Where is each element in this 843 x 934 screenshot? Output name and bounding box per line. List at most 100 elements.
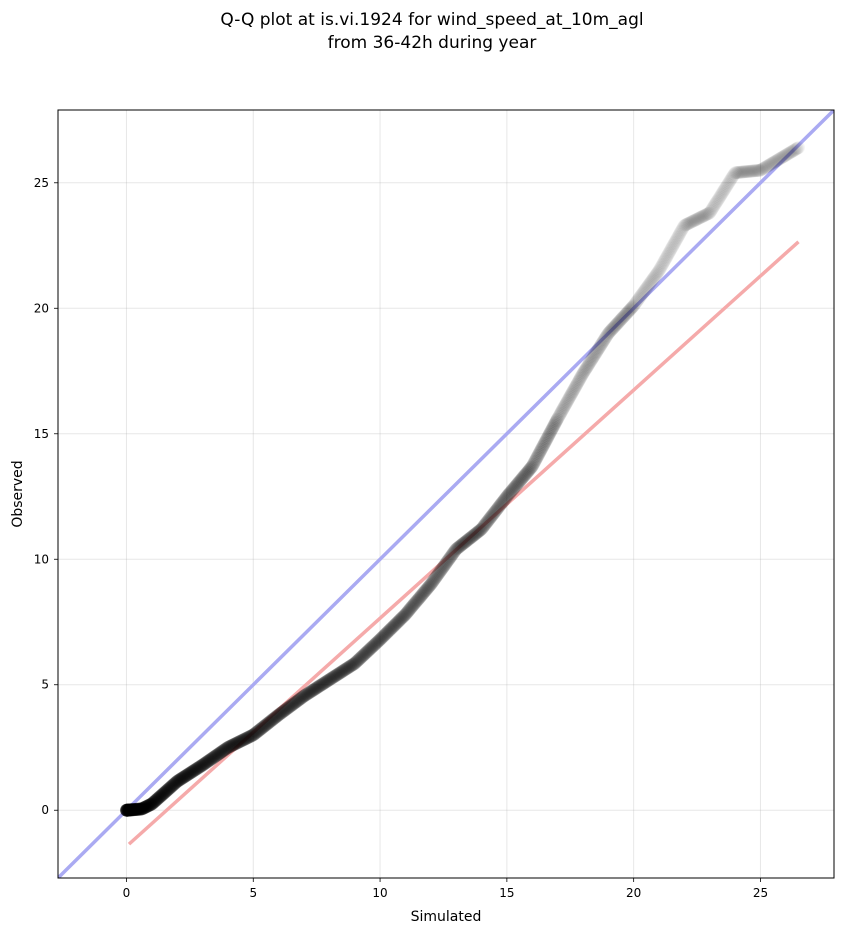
data-point (225, 738, 239, 752)
data-point (749, 164, 763, 178)
data-point (728, 166, 742, 180)
data-point (459, 535, 473, 549)
data-point (307, 683, 321, 697)
data-point (318, 675, 332, 689)
data-point (756, 162, 770, 176)
data-point (632, 291, 646, 305)
data-point (136, 801, 150, 815)
data-point (631, 292, 645, 306)
data-point (310, 680, 324, 694)
data-point (230, 736, 243, 750)
data-point (306, 683, 320, 697)
data-point (129, 802, 143, 816)
data-point (709, 196, 723, 210)
data-point (724, 173, 738, 187)
data-point (755, 162, 769, 176)
data-point (168, 777, 182, 790)
data-point (650, 267, 663, 281)
data-point (432, 566, 446, 580)
data-point (139, 800, 153, 814)
data-point (600, 329, 614, 343)
reference-lines (58, 110, 834, 878)
data-point (393, 613, 407, 627)
data-point (389, 617, 403, 631)
data-point (246, 728, 260, 742)
data-point (700, 207, 714, 221)
data-point (640, 280, 654, 294)
y-tick-label: 5 (41, 678, 49, 692)
data-point (540, 432, 554, 446)
data-point (122, 803, 136, 817)
data-point (190, 762, 204, 776)
data-point (437, 559, 451, 573)
data-point (183, 766, 197, 780)
data-point (122, 803, 136, 817)
data-point (672, 229, 685, 243)
data-point (197, 757, 211, 771)
data-point (789, 142, 803, 156)
data-point (296, 690, 309, 704)
data-point (229, 737, 243, 750)
data-point (211, 748, 225, 762)
data-point (777, 149, 791, 163)
data-point (347, 657, 361, 671)
data-point (753, 163, 767, 177)
data-point (478, 517, 492, 531)
data-point (218, 742, 232, 756)
data-point (250, 725, 264, 739)
data-point (341, 661, 355, 675)
data-point (588, 347, 602, 361)
data-point (223, 740, 237, 754)
data-point (785, 145, 799, 159)
data-point (297, 689, 311, 703)
data-point (239, 732, 253, 745)
data-point (190, 762, 204, 775)
data-point (426, 575, 440, 589)
data-point (379, 627, 393, 641)
data-point (120, 803, 134, 817)
data-point (172, 774, 185, 787)
data-point (284, 698, 298, 712)
data-point (269, 710, 283, 724)
data-point (316, 677, 330, 691)
data-point (587, 350, 600, 364)
plot-frame (57, 109, 835, 879)
data-point (227, 738, 240, 752)
data-point (273, 707, 286, 721)
data-point (333, 666, 347, 680)
data-point (227, 738, 241, 751)
data-point (170, 775, 184, 788)
data-point (344, 659, 358, 673)
data-point (331, 667, 345, 681)
data-point (236, 733, 250, 747)
data-point (344, 659, 357, 673)
data-point (710, 195, 724, 208)
data-point (367, 638, 381, 652)
data-point (741, 165, 755, 178)
data-point (306, 684, 320, 697)
data-point (125, 803, 139, 817)
data-point (153, 789, 167, 803)
data-point (590, 345, 604, 359)
data-point (633, 290, 647, 304)
data-point (120, 803, 134, 817)
data-point (419, 583, 433, 597)
data-point (655, 259, 669, 273)
data-point (142, 798, 156, 812)
data-point (431, 568, 445, 582)
data-point (200, 755, 214, 769)
data-point (638, 283, 652, 297)
data-point (717, 183, 731, 197)
data-point (423, 578, 437, 592)
data-point (240, 731, 254, 745)
data-point (165, 779, 179, 793)
data-point (780, 147, 794, 161)
data-point (271, 709, 285, 722)
data-point (654, 260, 668, 274)
data-point (387, 619, 401, 632)
data-point (378, 628, 392, 642)
data-point (166, 778, 180, 792)
data-point (304, 685, 318, 699)
data-point (608, 320, 621, 334)
data-point (591, 343, 605, 357)
